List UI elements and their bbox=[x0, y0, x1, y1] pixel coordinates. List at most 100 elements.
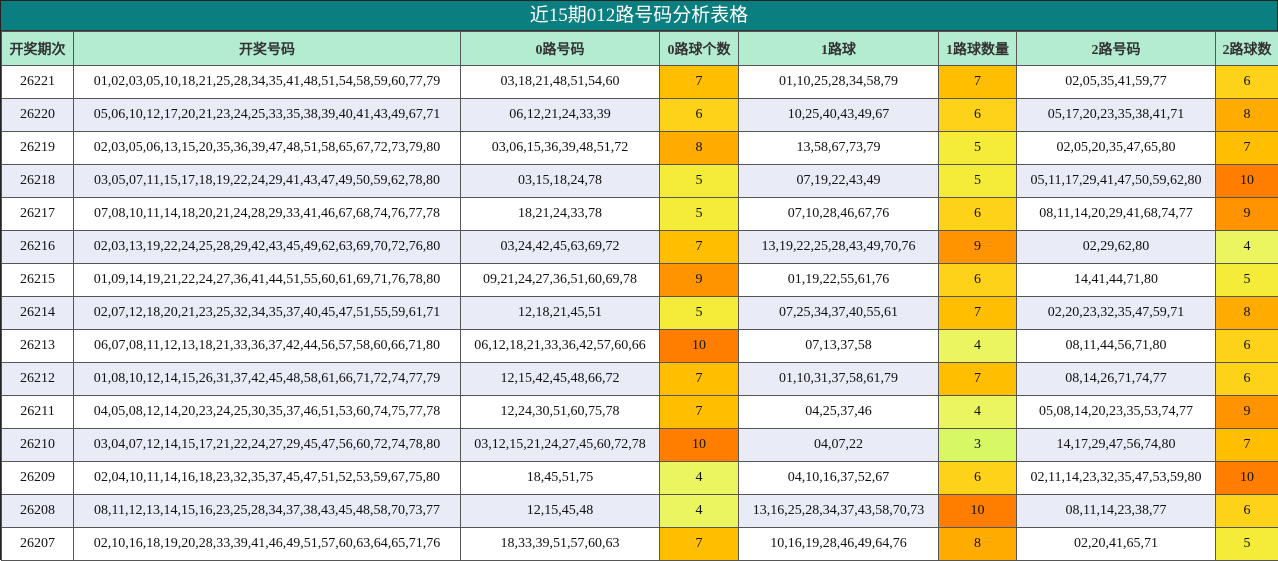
cell-route0: 18,33,39,51,57,60,63 bbox=[461, 528, 660, 561]
cell-count1: 5 bbox=[939, 165, 1017, 198]
cell-period: 26221 bbox=[2, 66, 74, 99]
cell-count0: 4 bbox=[660, 462, 739, 495]
table-title: 近15期012路号码分析表格 bbox=[1, 1, 1277, 31]
cell-period: 26220 bbox=[2, 99, 74, 132]
header-numbers: 开奖号码 bbox=[74, 32, 461, 66]
cell-route0: 03,12,15,21,24,27,45,60,72,78 bbox=[461, 429, 660, 462]
cell-period: 26209 bbox=[2, 462, 74, 495]
cell-route2: 02,05,35,41,59,77 bbox=[1017, 66, 1216, 99]
cell-count2: 5 bbox=[1216, 264, 1278, 297]
cell-count0: 4 bbox=[660, 495, 739, 528]
cell-period: 26219 bbox=[2, 132, 74, 165]
cell-period: 26218 bbox=[2, 165, 74, 198]
cell-count2: 9 bbox=[1216, 396, 1278, 429]
cell-route1: 10,25,40,43,49,67 bbox=[739, 99, 939, 132]
cell-count0: 7 bbox=[660, 231, 739, 264]
cell-count2: 6 bbox=[1216, 495, 1278, 528]
cell-numbers: 02,03,05,06,13,15,20,35,36,39,47,48,51,5… bbox=[74, 132, 461, 165]
cell-count2: 7 bbox=[1216, 132, 1278, 165]
cell-count1: 9 bbox=[939, 231, 1017, 264]
cell-count1: 4 bbox=[939, 330, 1017, 363]
cell-period: 26208 bbox=[2, 495, 74, 528]
cell-route1: 01,19,22,55,61,76 bbox=[739, 264, 939, 297]
cell-count0: 5 bbox=[660, 297, 739, 330]
cell-route2: 08,11,44,56,71,80 bbox=[1017, 330, 1216, 363]
cell-route1: 04,10,16,37,52,67 bbox=[739, 462, 939, 495]
cell-route0: 06,12,21,24,33,39 bbox=[461, 99, 660, 132]
cell-route0: 12,15,45,48 bbox=[461, 495, 660, 528]
cell-count1: 6 bbox=[939, 462, 1017, 495]
cell-route1: 04,07,22 bbox=[739, 429, 939, 462]
cell-route0: 03,24,42,45,63,69,72 bbox=[461, 231, 660, 264]
cell-count1: 4 bbox=[939, 396, 1017, 429]
cell-count1: 10 bbox=[939, 495, 1017, 528]
cell-route0: 12,15,42,45,48,66,72 bbox=[461, 363, 660, 396]
cell-count2: 8 bbox=[1216, 297, 1278, 330]
cell-count1: 8 bbox=[939, 528, 1017, 561]
cell-count0: 8 bbox=[660, 132, 739, 165]
cell-route2: 08,11,14,20,29,41,68,74,77 bbox=[1017, 198, 1216, 231]
cell-numbers: 07,08,10,11,14,18,20,21,24,28,29,33,41,4… bbox=[74, 198, 461, 231]
cell-count0: 9 bbox=[660, 264, 739, 297]
cell-count0: 7 bbox=[660, 66, 739, 99]
cell-route0: 18,45,51,75 bbox=[461, 462, 660, 495]
cell-route0: 12,24,30,51,60,75,78 bbox=[461, 396, 660, 429]
cell-route2: 08,11,14,23,38,77 bbox=[1017, 495, 1216, 528]
header-period: 开奖期次 bbox=[2, 32, 74, 66]
cell-count1: 5 bbox=[939, 132, 1017, 165]
cell-count0: 10 bbox=[660, 330, 739, 363]
cell-period: 26216 bbox=[2, 231, 74, 264]
cell-count1: 7 bbox=[939, 297, 1017, 330]
cell-route0: 09,21,24,27,36,51,60,69,78 bbox=[461, 264, 660, 297]
cell-numbers: 04,05,08,12,14,20,23,24,25,30,35,37,46,5… bbox=[74, 396, 461, 429]
cell-numbers: 02,07,12,18,20,21,23,25,32,34,35,37,40,4… bbox=[74, 297, 461, 330]
cell-period: 26210 bbox=[2, 429, 74, 462]
cell-count0: 7 bbox=[660, 396, 739, 429]
cell-route0: 12,18,21,45,51 bbox=[461, 297, 660, 330]
cell-period: 26211 bbox=[2, 396, 74, 429]
cell-count2: 7 bbox=[1216, 429, 1278, 462]
cell-numbers: 02,03,13,19,22,24,25,28,29,42,43,45,49,6… bbox=[74, 231, 461, 264]
cell-period: 26214 bbox=[2, 297, 74, 330]
cell-route0: 03,15,18,24,78 bbox=[461, 165, 660, 198]
cell-numbers: 01,09,14,19,21,22,24,27,36,41,44,51,55,6… bbox=[74, 264, 461, 297]
cell-route2: 05,17,20,23,35,38,41,71 bbox=[1017, 99, 1216, 132]
cell-count1: 6 bbox=[939, 198, 1017, 231]
cell-numbers: 01,02,03,05,10,18,21,25,28,34,35,41,48,5… bbox=[74, 66, 461, 99]
cell-count0: 5 bbox=[660, 198, 739, 231]
cell-route1: 10,16,19,28,46,49,64,76 bbox=[739, 528, 939, 561]
cell-count1: 6 bbox=[939, 264, 1017, 297]
cell-route0: 03,18,21,48,51,54,60 bbox=[461, 66, 660, 99]
cell-count2: 8 bbox=[1216, 99, 1278, 132]
cell-numbers: 02,10,16,18,19,20,28,33,39,41,46,49,51,5… bbox=[74, 528, 461, 561]
cell-count0: 7 bbox=[660, 528, 739, 561]
cell-count1: 3 bbox=[939, 429, 1017, 462]
cell-route0: 03,06,15,36,39,48,51,72 bbox=[461, 132, 660, 165]
cell-period: 26215 bbox=[2, 264, 74, 297]
cell-period: 26212 bbox=[2, 363, 74, 396]
cell-numbers: 02,04,10,11,14,16,18,23,32,35,37,45,47,5… bbox=[74, 462, 461, 495]
header-route1: 1路球 bbox=[739, 32, 939, 66]
cell-count2: 5 bbox=[1216, 528, 1278, 561]
cell-route2: 14,41,44,71,80 bbox=[1017, 264, 1216, 297]
cell-route1: 07,19,22,43,49 bbox=[739, 165, 939, 198]
lottery-analysis-table: 开奖期次 开奖号码 0路号码 0路球个数 1路球 1路球数量 2路号码 2路球数… bbox=[1, 31, 1278, 561]
cell-route2: 02,11,14,23,32,35,47,53,59,80 bbox=[1017, 462, 1216, 495]
header-count2: 2路球数 bbox=[1216, 32, 1278, 66]
cell-numbers: 03,05,07,11,15,17,18,19,22,24,29,41,43,4… bbox=[74, 165, 461, 198]
cell-count0: 10 bbox=[660, 429, 739, 462]
cell-route2: 05,11,17,29,41,47,50,59,62,80 bbox=[1017, 165, 1216, 198]
cell-count0: 6 bbox=[660, 99, 739, 132]
cell-route2: 08,14,26,71,74,77 bbox=[1017, 363, 1216, 396]
